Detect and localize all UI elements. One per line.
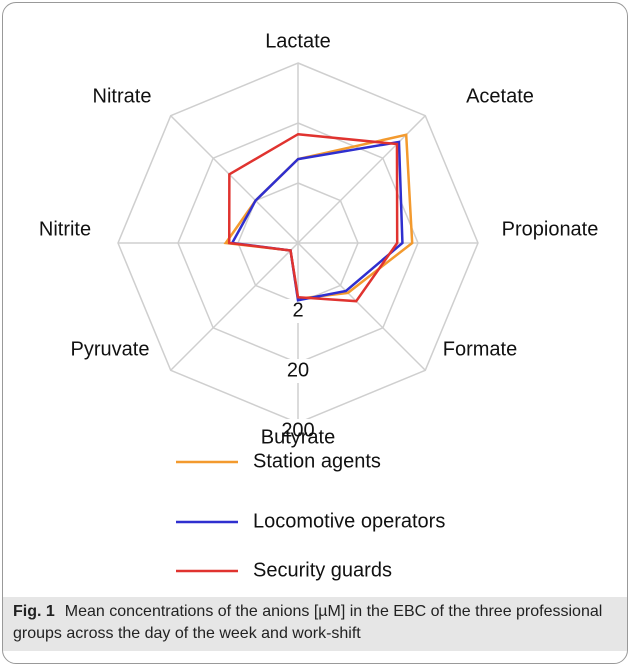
tick-label-bg bbox=[276, 419, 320, 443]
tick-label-bg bbox=[276, 299, 320, 323]
chart: 2 20 200 Lactate Acetate Propionate Formate But… bbox=[39, 30, 599, 581]
category-label: Acetate bbox=[466, 85, 534, 107]
series-line bbox=[230, 140, 404, 302]
spoke bbox=[297, 115, 426, 244]
caption: Fig. 1 Mean concentrations of the anions … bbox=[3, 597, 627, 651]
category-label: Formate bbox=[443, 338, 517, 360]
category-label: Pyruvate bbox=[71, 338, 150, 360]
category-label: Lactate bbox=[265, 30, 331, 52]
legend-label: Security guards bbox=[253, 559, 392, 581]
tick-label-bg bbox=[276, 359, 320, 383]
r-tick-label: 20 bbox=[287, 359, 309, 381]
category-label: Butyrate bbox=[261, 426, 335, 448]
legend-label: Station agents bbox=[253, 450, 381, 472]
spoke bbox=[297, 242, 426, 371]
category-label: Nitrite bbox=[39, 218, 91, 240]
category-label: Nitrate bbox=[93, 85, 152, 107]
spoke bbox=[170, 115, 299, 244]
caption-label: Fig. 1 bbox=[13, 603, 55, 620]
caption-text: Mean concentrations of the anions [µM] i… bbox=[13, 603, 603, 642]
category-label: Propionate bbox=[502, 218, 599, 240]
legend-label: Locomotive operators bbox=[253, 510, 445, 532]
r-tick-label: 200 bbox=[281, 419, 314, 441]
series-line bbox=[227, 132, 399, 303]
r-tick-label: 2 bbox=[292, 299, 303, 321]
spoke bbox=[170, 242, 299, 371]
